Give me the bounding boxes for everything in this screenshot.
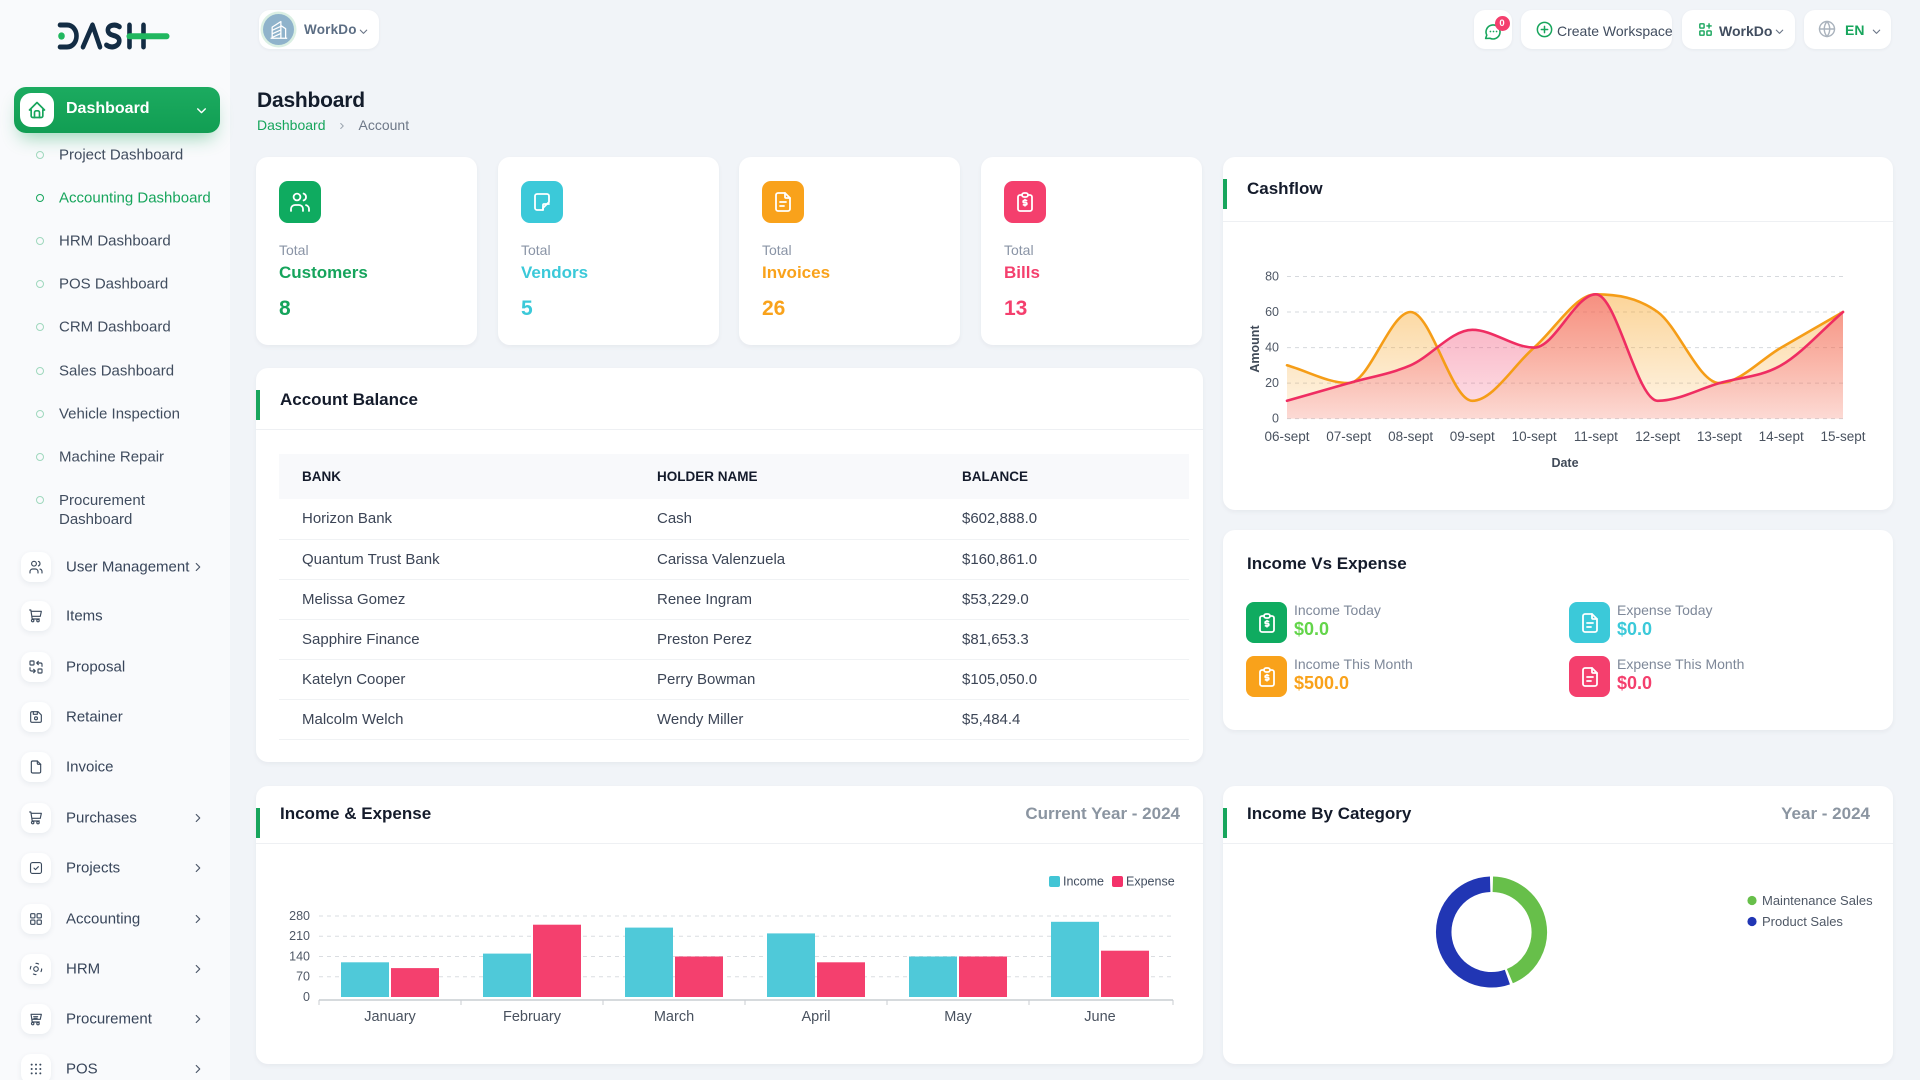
svg-text:Amount: Amount [1248,325,1262,373]
svg-text:0: 0 [1272,412,1279,426]
svg-text:70: 70 [296,970,310,984]
svg-text:40: 40 [1265,341,1279,355]
svg-text:09-sept: 09-sept [1450,429,1495,444]
svg-text:Date: Date [1551,456,1578,470]
svg-text:14-sept: 14-sept [1759,429,1804,444]
svg-text:May: May [944,1009,972,1025]
svg-text:20: 20 [1265,376,1279,390]
svg-text:15-sept: 15-sept [1820,429,1865,444]
svg-text:280: 280 [289,909,310,923]
svg-text:06-sept: 06-sept [1264,429,1309,444]
svg-text:10-sept: 10-sept [1512,429,1557,444]
svg-text:June: June [1084,1009,1115,1025]
svg-text:February: February [503,1009,562,1025]
svg-text:Product Sales: Product Sales [1762,914,1843,929]
svg-text:08-sept: 08-sept [1388,429,1433,444]
svg-text:80: 80 [1265,270,1279,284]
svg-text:12-sept: 12-sept [1635,429,1680,444]
svg-text:140: 140 [289,950,310,964]
svg-text:0: 0 [303,990,310,1004]
svg-text:210: 210 [289,929,310,943]
svg-text:January: January [364,1009,416,1025]
svg-text:March: March [654,1009,694,1025]
svg-text:13-sept: 13-sept [1697,429,1742,444]
svg-text:11-sept: 11-sept [1574,429,1618,444]
svg-text:60: 60 [1265,305,1279,319]
svg-text:Maintenance Sales: Maintenance Sales [1762,893,1873,908]
svg-text:April: April [801,1009,830,1025]
svg-text:07-sept: 07-sept [1326,429,1371,444]
